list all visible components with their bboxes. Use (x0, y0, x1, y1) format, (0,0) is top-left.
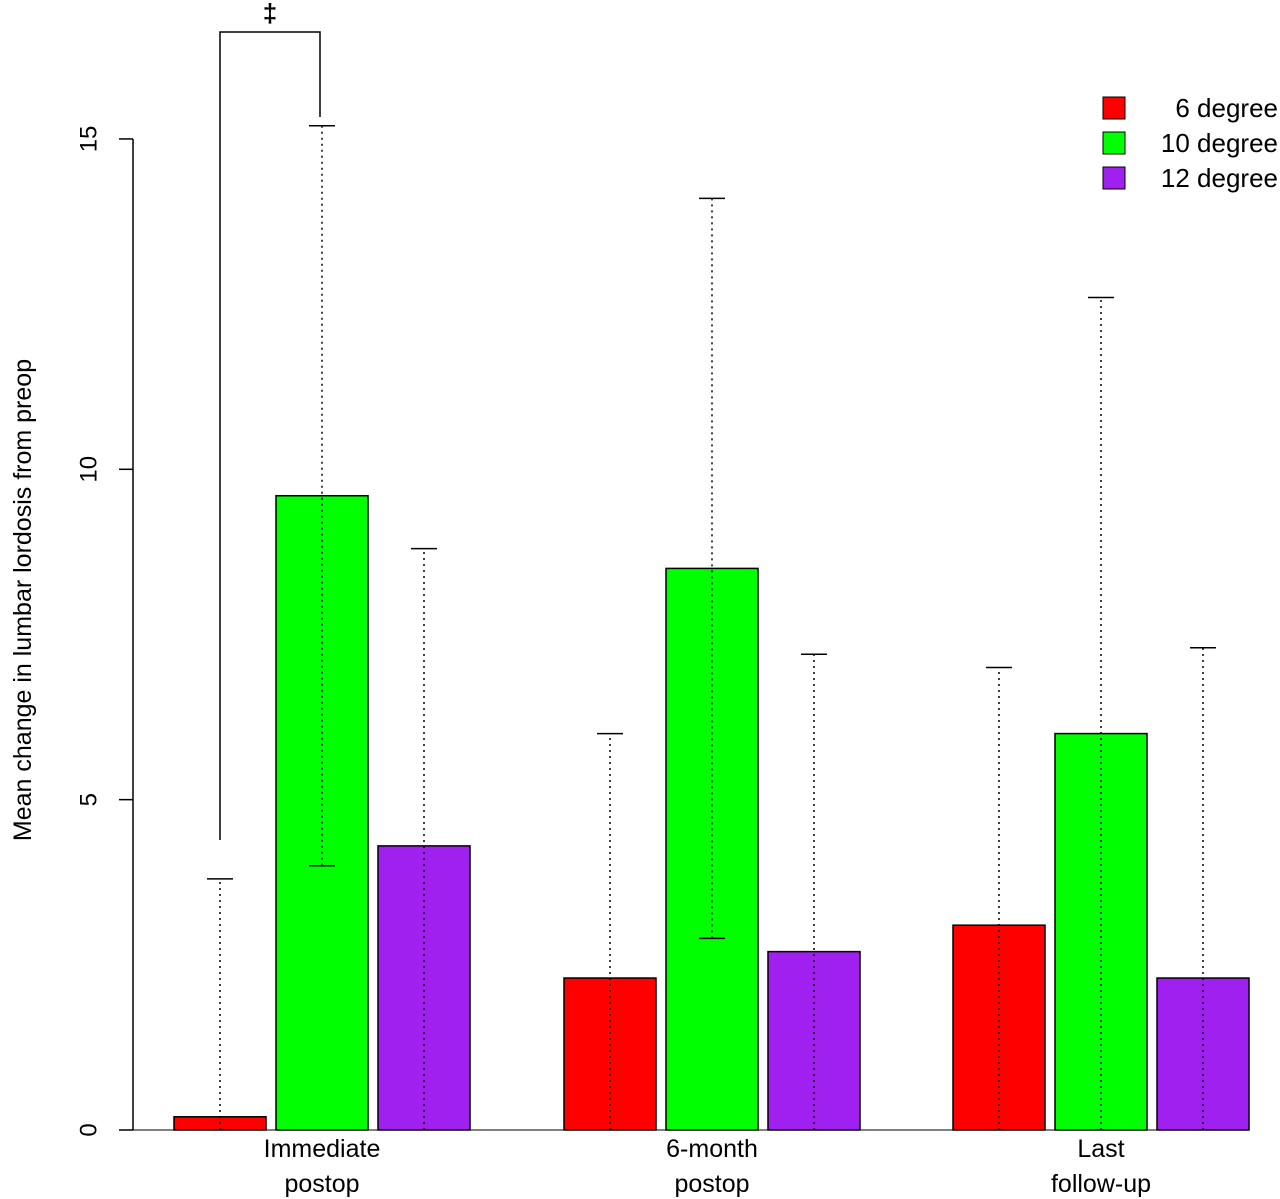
bar-1-0 (275, 494, 369, 1131)
category-label-0-1: postop (284, 1170, 359, 1198)
category-label-2-1: follow-up (1051, 1170, 1151, 1198)
bar-2-1 (767, 950, 861, 1131)
y-tick-label-0: 0 (75, 1123, 102, 1136)
bar-2-2 (1156, 977, 1250, 1131)
legend-swatch-1 (1102, 131, 1126, 155)
legend-swatch-0 (1102, 96, 1126, 120)
significance-marker-0: ‡ (263, 0, 277, 28)
bar-0-1 (563, 977, 657, 1131)
y-tick-label-3: 15 (75, 126, 102, 153)
category-label-1-0: 6-month (666, 1135, 758, 1163)
category-label-1-1: postop (674, 1170, 749, 1198)
y-tick-label-1: 5 (75, 793, 102, 806)
legend-label-1: 10 degree (1161, 128, 1278, 158)
y-axis-title: Mean change in lumbar lordosis from preo… (9, 359, 37, 841)
legend-label-0: 6 degree (1175, 93, 1278, 123)
category-label-0-0: Immediate (264, 1135, 381, 1163)
legend-label-2: 12 degree (1161, 163, 1278, 193)
bar-1-1 (665, 567, 759, 1131)
significance-bracket-0 (219, 31, 321, 840)
legend-swatch-2 (1102, 166, 1126, 190)
y-tick-label-2: 10 (75, 456, 102, 483)
category-label-2-0: Last (1077, 1135, 1124, 1163)
